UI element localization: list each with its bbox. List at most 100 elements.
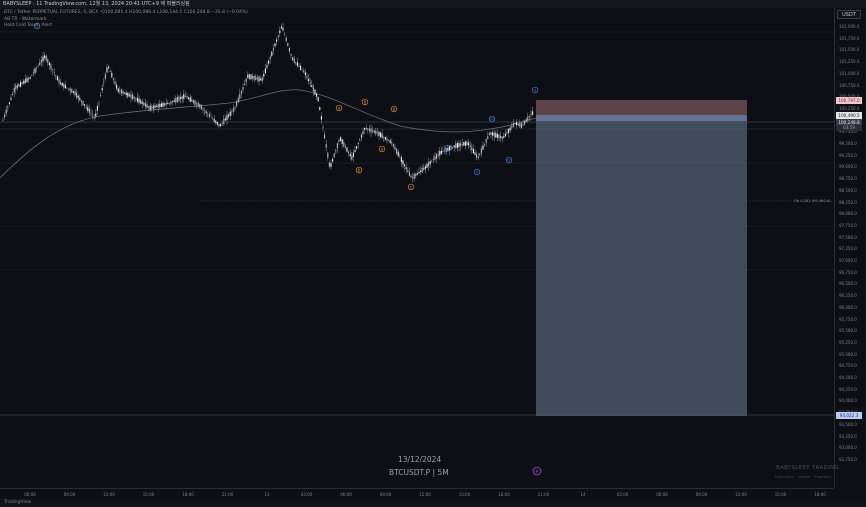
candle-body xyxy=(242,87,244,90)
candle-body xyxy=(498,134,500,139)
candle-body xyxy=(208,114,210,117)
wave-label-orange-a2: a xyxy=(378,145,386,153)
candle-body xyxy=(149,105,151,111)
candle-body xyxy=(61,82,63,87)
candle-body xyxy=(290,53,292,56)
event-marker[interactable]: ⚡ xyxy=(532,466,542,476)
candle-body xyxy=(471,147,473,150)
candle-body xyxy=(325,144,327,148)
legend-symbol-line: BTC / Tether PERPETUAL FUTURES, 5, BCX ·… xyxy=(4,10,248,15)
candle-body xyxy=(154,105,156,108)
candle-body xyxy=(484,144,486,145)
candle-body xyxy=(319,107,321,110)
candle-body xyxy=(485,138,487,143)
candle-body xyxy=(223,119,225,124)
candlestick-series xyxy=(2,22,534,183)
candle-body xyxy=(191,99,193,102)
candle-body xyxy=(397,151,399,157)
candle-body xyxy=(500,135,502,139)
candle-body xyxy=(508,128,510,134)
candle-body xyxy=(389,140,391,144)
price-axis-label: 100,250.0 xyxy=(839,105,860,111)
candle-body xyxy=(328,162,330,167)
wave-label-blue-ii: ii xyxy=(473,168,481,176)
candle-body xyxy=(495,132,497,138)
candle-body xyxy=(252,75,254,79)
candle-body xyxy=(517,123,519,125)
candle-body xyxy=(32,72,34,74)
candle-body xyxy=(176,97,178,103)
candle-body xyxy=(79,97,81,101)
time-axis-label: 15:00 xyxy=(774,492,787,497)
candle-body xyxy=(436,153,438,159)
candle-body xyxy=(237,98,239,103)
candle-body xyxy=(220,124,222,127)
candle-body xyxy=(474,152,476,155)
candle-body xyxy=(204,110,206,112)
candle-body xyxy=(488,133,490,136)
price-axis-label: 96,250.0 xyxy=(839,293,857,299)
price-axis-label: 96,750.0 xyxy=(839,269,857,275)
candle-body xyxy=(352,152,354,157)
time-axis-label: 21:00 xyxy=(221,492,234,497)
candle-body xyxy=(26,78,28,82)
candle-body xyxy=(239,93,241,99)
candle-body xyxy=(527,116,529,121)
candle-body xyxy=(458,143,460,148)
candle-body xyxy=(221,123,223,124)
wave-label-orange-b1: b xyxy=(361,98,369,106)
price-axis-label: 99,000.0 xyxy=(839,164,857,170)
price-axis-label: 92,750.0 xyxy=(839,456,857,462)
candle-body xyxy=(426,164,428,168)
last-price-tag: 100,248.8 xyxy=(836,119,862,126)
candle-body xyxy=(10,97,12,101)
candle-body xyxy=(354,150,356,152)
candle-body xyxy=(122,91,124,94)
candle-body xyxy=(476,154,478,158)
candle-body xyxy=(240,90,242,94)
candle-body xyxy=(346,147,348,152)
price-axis[interactable]: 102,000.0 101,750.0 101,500.0 101,250.0 101,… xyxy=(834,8,866,488)
time-axis[interactable]: 06:00 09:00 12:00 15:00 18:00 21:00 13 03:00 06:… xyxy=(0,488,834,500)
candle-body xyxy=(130,94,132,98)
wave-label-orange-b2: b xyxy=(390,105,398,113)
candle-body xyxy=(212,118,214,120)
currency-button[interactable]: USDT xyxy=(837,10,861,19)
candle-body xyxy=(255,76,257,81)
candle-body xyxy=(351,155,353,160)
candle-body xyxy=(258,76,260,82)
candle-body xyxy=(162,102,164,107)
candle-body xyxy=(180,97,182,99)
candle-body xyxy=(298,66,300,67)
candle-body xyxy=(141,101,143,104)
tradingview-logo[interactable]: TradingView xyxy=(4,500,32,505)
candle-body xyxy=(466,141,468,146)
svg-text:b: b xyxy=(364,99,367,104)
candle-body xyxy=(396,148,398,154)
candle-body xyxy=(104,74,106,79)
take-profit-zone[interactable] xyxy=(536,121,747,416)
candle-body xyxy=(260,78,262,81)
candle-body xyxy=(60,82,62,85)
candle-body xyxy=(143,102,145,105)
moving-average-line xyxy=(0,89,537,179)
watermark-date: 13/12/2024 xyxy=(398,455,442,464)
candle-body xyxy=(12,94,14,95)
candle-body xyxy=(84,104,86,106)
candle-body xyxy=(423,167,425,171)
candle-body xyxy=(304,72,306,76)
candle-body xyxy=(448,146,450,151)
candle-body xyxy=(381,133,383,139)
candle-body xyxy=(391,142,393,144)
candle-body xyxy=(168,102,170,104)
candle-body xyxy=(15,85,17,90)
chart-legend[interactable]: BTC / Tether PERPETUAL FUTURES, 5, BCX ·… xyxy=(4,10,248,30)
stop-loss-zone[interactable] xyxy=(536,100,747,115)
price-chart[interactable]: 1 a b b a b c i ii iii iv v ⚡ xyxy=(0,8,834,488)
candle-body xyxy=(509,127,511,131)
candle-body xyxy=(322,127,324,128)
price-axis-label: 101,250.0 xyxy=(839,59,860,65)
candle-body xyxy=(464,141,466,146)
time-axis-label: 03:00 xyxy=(300,492,313,497)
candle-body xyxy=(164,103,166,106)
